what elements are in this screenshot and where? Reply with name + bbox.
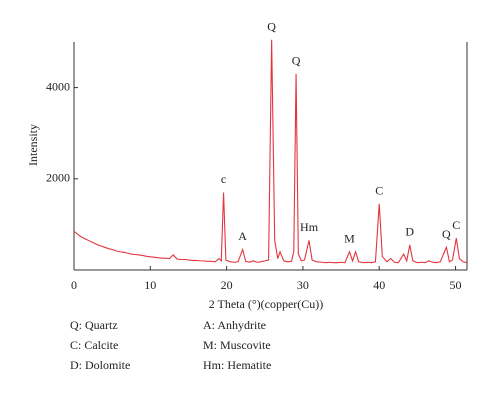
y-axis-label: Intensity <box>26 124 40 166</box>
peak-label: c <box>221 172 226 186</box>
peak-label: D <box>405 225 414 239</box>
key-entry: A: Anhydrite <box>203 318 266 332</box>
key-entry: M: Muscovite <box>203 338 271 352</box>
x-tick-label: 40 <box>373 278 385 292</box>
x-tick-label: 20 <box>221 278 233 292</box>
peak-label: Hm <box>300 220 319 234</box>
key-entry: C: Calcite <box>70 338 118 352</box>
y-tick-label: 2000 <box>46 171 70 185</box>
y-tick-label: 4000 <box>46 79 70 93</box>
x-axis-label: 2 Theta (°)(copper(Cu)) <box>209 297 324 311</box>
key-entry: Hm: Hematite <box>203 358 271 372</box>
x-tick-label: 50 <box>450 278 462 292</box>
peak-label: Q <box>442 227 451 241</box>
peak-label: Q <box>267 19 276 33</box>
key-entry: D: Dolomite <box>70 358 130 372</box>
peak-label: M <box>344 232 355 246</box>
peak-label: C <box>452 218 460 232</box>
x-tick-label: 10 <box>144 278 156 292</box>
peak-label: A <box>238 229 247 243</box>
data-line <box>73 39 468 264</box>
peak-label: Q <box>292 54 301 68</box>
x-tick-label: 0 <box>71 278 77 292</box>
x-tick-label: 30 <box>297 278 309 292</box>
key-entry: Q: Quartz <box>70 318 118 332</box>
peak-label: C <box>375 184 383 198</box>
